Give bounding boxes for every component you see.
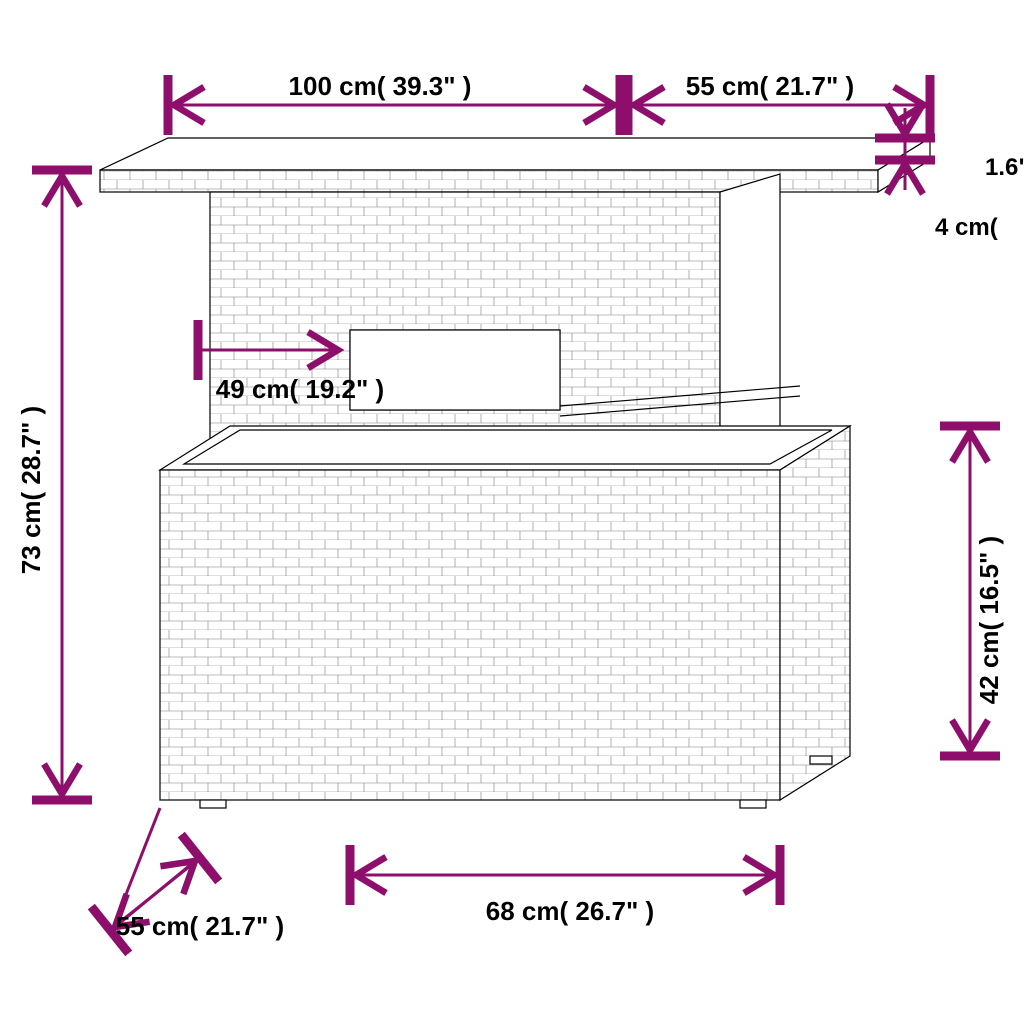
- label-height: 73 cm( 28.7" ): [16, 406, 46, 574]
- product-drawing: [100, 138, 930, 808]
- label-top-width: 100 cm( 39.3" ): [289, 71, 472, 101]
- label-top-depth: 55 cm( 21.7" ): [686, 71, 854, 101]
- label-base-width: 68 cm( 26.7" ): [486, 896, 654, 926]
- dimension-diagram: 100 cm( 39.3" ) 55 cm( 21.7" ) 1.6" 4 cm( 73…: [0, 0, 1024, 1023]
- label-base-height: 42 cm( 16.5" ): [974, 536, 1004, 704]
- label-inner-width: 49 cm( 19.2" ): [216, 374, 384, 404]
- label-edge-cm: 4 cm(: [935, 214, 998, 241]
- label-edge-in: 1.6": [985, 154, 1024, 181]
- label-base-depth: 55 cm( 21.7" ): [116, 911, 284, 941]
